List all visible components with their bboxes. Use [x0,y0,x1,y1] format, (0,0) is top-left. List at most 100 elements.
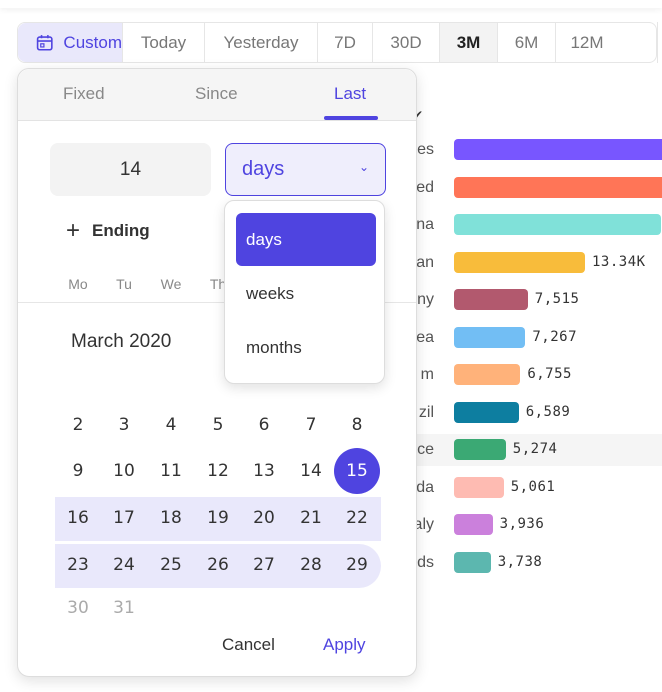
chart-row[interactable]: aly 3,936 [390,509,662,541]
weekday-we: We [160,276,182,292]
category-label: ny [417,291,434,308]
calendar-day[interactable]: 14 [300,461,322,481]
calendar-day[interactable]: 29 [346,555,368,575]
calendar-day[interactable]: 4 [165,415,177,435]
chart-row[interactable]: ed [390,172,662,204]
preset-today[interactable]: Today [123,23,205,62]
category-label: na [416,216,434,233]
chart-row[interactable]: ny 7,515 [390,284,662,316]
chevron-down-icon: ⌄ [358,160,369,174]
calendar-day[interactable]: 27 [253,555,275,575]
calendar-day[interactable]: 25 [160,555,182,575]
custom-range-button[interactable]: Custom [18,23,123,62]
calendar-day[interactable]: 21 [300,508,322,528]
calendar-day[interactable]: 28 [300,555,322,575]
calendar-day[interactable]: 5 [212,415,224,435]
active-tab-indicator [324,116,378,120]
custom-label: Custom [63,32,122,52]
calendar-day[interactable]: 11 [160,461,182,481]
category-label: zil [418,403,434,421]
calendar-day[interactable]: 17 [113,508,135,528]
calendar-day[interactable]: 30 [67,598,89,618]
amount-input[interactable]: 14 [50,143,211,196]
value-label: 5,061 [510,478,556,495]
chart-row[interactable]: ds 3,738 [390,547,662,579]
calendar-day[interactable]: 13 [253,461,275,481]
calendar-day[interactable]: 7 [305,415,317,435]
calendar-day[interactable]: 22 [346,508,368,528]
next-control-edge [657,22,662,63]
chart-row[interactable]: ea 7,267 [390,322,662,354]
bar[interactable] [454,176,662,198]
chart-row[interactable]: es [390,134,662,166]
chart-row[interactable]: zil 6,589 [390,397,662,429]
bar[interactable] [454,439,506,460]
calendar-day[interactable]: 20 [253,508,275,528]
tab-last[interactable]: Last [334,84,367,103]
chart-row[interactable]: an 13.34K [390,247,662,279]
preset-7d[interactable]: 7D [318,23,373,62]
value-label: 6,755 [527,366,572,382]
bar[interactable] [454,139,662,160]
value-label: 7,267 [532,328,578,345]
apply-button[interactable]: Apply [323,635,366,654]
bar[interactable] [454,326,526,348]
calendar-day[interactable]: 18 [160,508,182,528]
value-label: 5,274 [512,441,558,457]
calendar-day[interactable]: 26 [207,555,229,575]
category-label: an [416,253,434,271]
preset-6m[interactable]: 6M [498,23,556,62]
preset-12m[interactable]: 12M [570,32,604,52]
calendar-day[interactable]: 23 [67,555,89,575]
category-label: m [420,366,434,383]
calendar-day[interactable]: 31 [113,598,135,618]
calendar-day[interactable]: 24 [113,555,135,575]
value-label: 7,515 [534,291,580,307]
check-icon: ✔ [413,108,424,122]
add-ending-button[interactable]: + Ending [66,217,150,245]
calendar-day[interactable]: 9 [72,461,84,481]
tab-fixed[interactable]: Fixed [63,84,105,103]
calendar-day[interactable]: 15 [334,448,380,494]
bar[interactable] [454,476,504,498]
preset-yesterday[interactable]: Yesterday [205,23,318,62]
bar[interactable] [454,551,491,573]
calendar-day[interactable]: 2 [72,415,84,435]
chart-row[interactable]: ce 5,274 [390,434,662,466]
bar[interactable] [454,514,493,535]
calendar-day[interactable]: 19 [207,508,229,528]
calendar-day[interactable]: 16 [67,508,89,528]
date-range-bar: Custom Today Yesterday 7D 30D 3M 6M 12M [17,22,657,63]
weekday-mo: Mo [68,276,88,292]
menu-item-days[interactable]: days [236,213,376,266]
bar[interactable] [454,401,519,423]
chart-row[interactable]: da 5,061 [390,472,662,504]
mode-tabs: Fixed Since Last [18,69,416,121]
calendar-day[interactable]: 6 [258,415,270,435]
unit-select[interactable]: days ⌄ [225,143,386,196]
value-label: 6,589 [525,403,571,420]
bar[interactable] [454,289,528,310]
bar[interactable] [454,214,661,235]
chart-row[interactable]: m 6,755 [390,359,662,391]
cancel-button[interactable]: Cancel [222,635,275,654]
calendar-day[interactable]: 10 [113,461,135,481]
weekday-th: Th [209,276,227,292]
month-title: March 2020 [71,331,172,352]
ending-label: Ending [92,221,150,240]
calendar-day[interactable]: 8 [351,415,363,435]
category-label: ds [417,553,434,571]
menu-item-months[interactable]: months [246,337,302,357]
calendar-day[interactable]: 3 [118,415,130,435]
value-label: 3,936 [499,516,545,532]
bar[interactable] [454,251,585,273]
preset-30d[interactable]: 30D [373,23,440,62]
chart-row[interactable]: na [390,209,662,241]
menu-item-weeks[interactable]: weeks [246,283,295,303]
tab-since[interactable]: Since [195,84,238,103]
preset-3m[interactable]: 3M [440,23,498,62]
calendar-day[interactable]: 12 [207,461,229,481]
bar[interactable] [454,364,521,385]
value-label: 13.34K [592,253,646,270]
value-label: 3,738 [497,553,543,570]
